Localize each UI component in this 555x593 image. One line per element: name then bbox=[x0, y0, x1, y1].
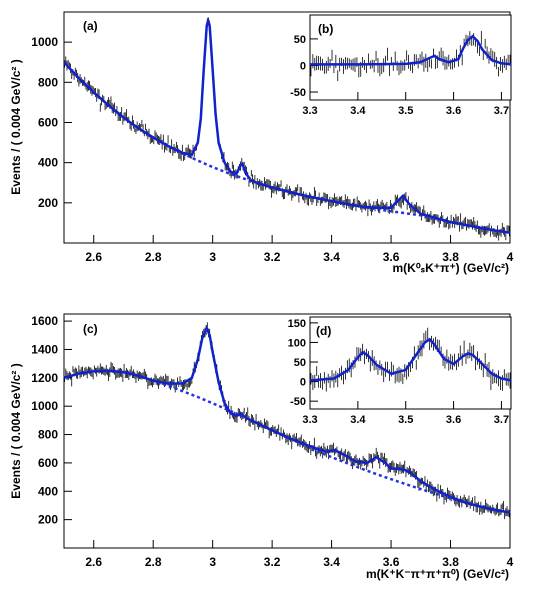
axis-ticks-c: 2.6 2.8 3 3.2 3.4 3.6 3.8 420040060080010001200… bbox=[31, 314, 513, 569]
y-tick-label-b: 0 bbox=[300, 60, 306, 72]
panel-a: (a) 2.6 2.8 3 3.2 3.4 3.6 3.8 4 200 400 600 800 1000… bbox=[9, 11, 514, 275]
y-tick-label-c: 1000 bbox=[31, 399, 58, 413]
y-tick-label-b: -50 bbox=[290, 87, 306, 99]
panel-label-c: (c) bbox=[83, 322, 98, 336]
signal-fit-b bbox=[310, 34, 512, 66]
y-axis-label-a: Events / ( 0.004 GeV/c² ) bbox=[9, 59, 23, 194]
y-tick-label-c: 1600 bbox=[31, 314, 58, 328]
plot-frame-c bbox=[63, 313, 511, 549]
x-tick-label-c: 2.6 bbox=[85, 555, 102, 569]
x-tick-label-b: 3.3 bbox=[302, 105, 317, 117]
panel-c: (c) 2.6 2.8 3 3.2 3.4 3.6 3.8 42004006008001000… bbox=[9, 313, 514, 581]
y-tick-label-d: 150 bbox=[288, 318, 306, 330]
signal-fit-d bbox=[309, 337, 512, 382]
y-axis-label-c: Events / ( 0.004 GeV/c² ) bbox=[9, 363, 23, 498]
x-tick-label-c: 3.6 bbox=[383, 555, 400, 569]
x-tick-label-c: 2.8 bbox=[145, 555, 162, 569]
y-tick-label-c: 1200 bbox=[31, 371, 58, 385]
y-tick-label-d: 50 bbox=[294, 357, 306, 369]
axis-ticks-a: 2.6 2.8 3 3.2 3.4 3.6 3.8 4 200 400 600 800 1000 bbox=[31, 35, 513, 264]
x-tick-label-a: 3 bbox=[209, 250, 216, 264]
x-tick-label-d: 3.6 bbox=[446, 414, 461, 426]
x-tick-label-b: 3.7 bbox=[494, 105, 509, 117]
x-tick-label-a: 3.8 bbox=[442, 250, 459, 264]
y-tick-label-b: 50 bbox=[294, 34, 306, 46]
y-tick-label-d: 100 bbox=[288, 337, 306, 349]
x-axis-label-c: m(K⁺K⁻π⁺π⁺π⁰) (GeV/c²) bbox=[366, 567, 509, 581]
total-fit-a bbox=[63, 19, 511, 234]
x-tick-label-d: 3.4 bbox=[350, 414, 366, 426]
panel-label-a: (a) bbox=[83, 19, 98, 33]
x-tick-label-d: 3.7 bbox=[494, 414, 509, 426]
y-tick-label-a: 400 bbox=[38, 156, 58, 170]
y-tick-label-a: 800 bbox=[38, 75, 58, 89]
y-tick-label-a: 600 bbox=[38, 115, 58, 129]
x-tick-label-c: 3.2 bbox=[264, 555, 281, 569]
x-tick-label-b: 3.5 bbox=[398, 105, 413, 117]
y-tick-label-a: 200 bbox=[38, 196, 58, 210]
x-tick-label-a: 3.2 bbox=[264, 250, 281, 264]
x-tick-label-a: 2.8 bbox=[145, 250, 162, 264]
panel-label-b: (b) bbox=[318, 22, 333, 36]
plot-frame-b bbox=[309, 14, 512, 101]
y-tick-label-d: 0 bbox=[300, 377, 306, 389]
x-axis-label-a: m(K⁰ₛK⁺π⁺) (GeV/c²) bbox=[393, 261, 509, 275]
panel-label-d: (d) bbox=[316, 324, 331, 338]
x-tick-label-c: 3.8 bbox=[442, 555, 459, 569]
x-tick-label-b: 3.4 bbox=[350, 105, 366, 117]
x-tick-label-a: 3.4 bbox=[323, 250, 340, 264]
y-tick-label-c: 1400 bbox=[31, 342, 58, 356]
plot-frame-a bbox=[63, 11, 511, 244]
x-tick-label-a: 4 bbox=[507, 250, 514, 264]
y-tick-label-c: 400 bbox=[38, 484, 58, 498]
y-tick-label-c: 600 bbox=[38, 456, 58, 470]
x-tick-label-a: 2.6 bbox=[85, 250, 102, 264]
x-tick-label-c: 3 bbox=[209, 555, 216, 569]
y-tick-label-c: 800 bbox=[38, 428, 58, 442]
x-tick-label-b: 3.6 bbox=[446, 105, 461, 117]
panel-b: (b) 3.3 3.4 3.5 3.6 3.7 -50 0 50 bbox=[290, 14, 512, 117]
y-tick-label-a: 1000 bbox=[31, 35, 58, 49]
x-tick-label-a: 3.6 bbox=[383, 250, 400, 264]
x-tick-label-c: 4 bbox=[507, 555, 514, 569]
axis-ticks-d: 3.3 3.4 3.5 3.6 3.7 -50 0 50 100 150 bbox=[288, 318, 509, 426]
panel-d: (d) 3.3 3.4 3.5 3.6 3.7 -50 0 50 100 150 bbox=[288, 316, 512, 426]
y-tick-label-c: 200 bbox=[38, 513, 58, 527]
x-tick-label-d: 3.3 bbox=[302, 414, 317, 426]
total-fit-c bbox=[63, 325, 511, 514]
x-tick-label-d: 3.5 bbox=[398, 414, 413, 426]
y-tick-label-d: -50 bbox=[290, 396, 306, 408]
x-tick-label-c: 3.4 bbox=[323, 555, 340, 569]
